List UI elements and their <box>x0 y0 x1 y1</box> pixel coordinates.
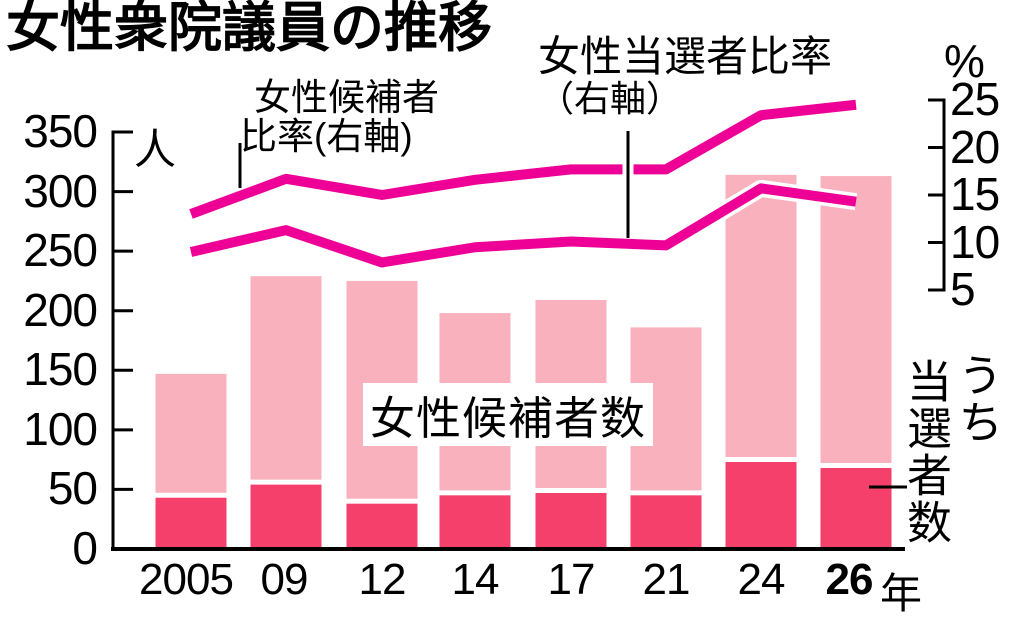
year-label-12: 12 <box>358 555 407 604</box>
winners-bar-label: 当選者数 <box>900 358 951 546</box>
left-axis-unit: 人 <box>134 126 177 173</box>
year-label-14: 14 <box>451 555 500 604</box>
winners-bar-14 <box>439 495 511 548</box>
right-axis-tick-label: 10 <box>950 215 1000 268</box>
chart-title: 女性衆院議員の推移 <box>6 0 492 58</box>
left-axis-tick-label: 350 <box>23 105 98 157</box>
year-label-17: 17 <box>547 555 596 604</box>
bar-separator-21 <box>630 490 702 496</box>
winners-bar-24 <box>725 462 797 548</box>
left-axis-tick-label: 0 <box>72 522 98 574</box>
right-axis-tick-label: 5 <box>950 263 976 315</box>
candidate-ratio-annotation-line2: 比率(右軸) <box>240 116 413 158</box>
year-label-24: 24 <box>737 555 786 604</box>
winners-bar-2005 <box>155 497 227 548</box>
year-label-2005: 2005 <box>139 555 234 604</box>
winners-bar-26 <box>820 467 892 548</box>
left-axis-tick-label: 50 <box>47 462 98 515</box>
winners-bar-21 <box>630 495 702 548</box>
winner-ratio-line <box>189 183 857 268</box>
winners-bar-17 <box>535 493 607 548</box>
year-label-21: 21 <box>642 555 691 604</box>
winner-ratio-annotation: 女性当選者比率 （右軸） <box>538 33 833 120</box>
right-axis-tick-label: 25 <box>950 73 1000 125</box>
bar-separator-26 <box>820 462 892 468</box>
candidate-ratio-line <box>189 99 857 219</box>
winner-ratio-annotation-line2: （右軸） <box>538 78 683 120</box>
candidate-ratio-annotation-line1: 女性候補者 <box>254 77 439 118</box>
right-axis-tick-label: 20 <box>950 120 1000 173</box>
bar-separator-17 <box>535 488 607 494</box>
winners-bar-09 <box>250 484 322 548</box>
winners-bar-12 <box>346 503 418 548</box>
year-label-09: 09 <box>260 555 309 604</box>
bar-separator-09 <box>250 479 322 485</box>
candidate-ratio-annotation: 女性候補者 比率(右軸) <box>240 77 439 158</box>
bar-separator-24 <box>725 457 797 463</box>
winners-bar-label-prefix: うち <box>951 352 1002 446</box>
right-axis-tick-label: 15 <box>950 168 1000 220</box>
candidates-bar-label: 女性候補者数 <box>363 383 653 446</box>
bar-separator-2005 <box>155 492 227 498</box>
left-axis <box>111 130 133 549</box>
right-axis-unit: % <box>944 35 985 87</box>
left-axis-tick-label: 200 <box>23 283 98 336</box>
left-axis-tick-label: 250 <box>23 224 98 277</box>
left-axis-tick-label: 150 <box>23 343 98 396</box>
year-axis-suffix: 年 <box>880 570 923 617</box>
left-axis-tick-label: 100 <box>23 402 98 455</box>
bar-separator-14 <box>439 490 511 496</box>
winner-ratio-annotation-line1: 女性当選者比率 <box>538 33 833 80</box>
left-axis-tick-label: 300 <box>23 164 98 217</box>
year-label-26: 26 <box>825 555 874 604</box>
bar-separator-12 <box>346 498 418 504</box>
